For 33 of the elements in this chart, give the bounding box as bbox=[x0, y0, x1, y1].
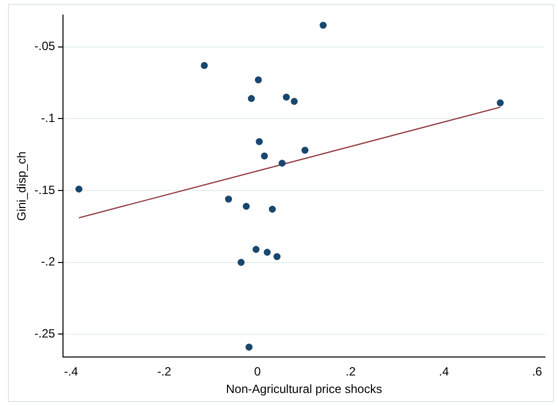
point bbox=[225, 196, 232, 203]
y-tick-label: -.25 bbox=[34, 326, 56, 341]
point bbox=[274, 253, 281, 260]
point bbox=[268, 206, 276, 213]
x-tick-label: -.4 bbox=[64, 364, 78, 379]
point bbox=[282, 94, 290, 101]
point bbox=[238, 258, 245, 266]
x-tick-label: .4 bbox=[438, 364, 450, 379]
point bbox=[264, 248, 271, 256]
x-tick-label: 0 bbox=[254, 364, 262, 379]
point bbox=[290, 98, 298, 105]
point bbox=[278, 160, 286, 167]
point bbox=[254, 76, 262, 84]
y-tick-label: -.05 bbox=[34, 39, 56, 54]
y-axis-title: Gini_disp_ch bbox=[14, 152, 29, 221]
point bbox=[496, 99, 504, 106]
point bbox=[200, 62, 208, 69]
x-tick-label: -.2 bbox=[157, 364, 172, 379]
point bbox=[242, 202, 250, 210]
point bbox=[252, 246, 260, 253]
x-tick-label: .2 bbox=[346, 364, 356, 379]
y-tick-label: -.1 bbox=[41, 110, 56, 125]
point bbox=[260, 152, 268, 160]
point bbox=[246, 344, 253, 351]
point bbox=[75, 186, 82, 193]
point bbox=[256, 138, 263, 146]
y-tick-label: -.2 bbox=[41, 254, 56, 269]
y-tick-label: -.15 bbox=[34, 182, 56, 197]
x-axis-title: Non-Agricultural price shocks bbox=[226, 382, 382, 396]
point bbox=[320, 22, 327, 29]
x-tick-label: .6 bbox=[532, 364, 542, 379]
point bbox=[248, 95, 255, 102]
point bbox=[301, 146, 308, 154]
